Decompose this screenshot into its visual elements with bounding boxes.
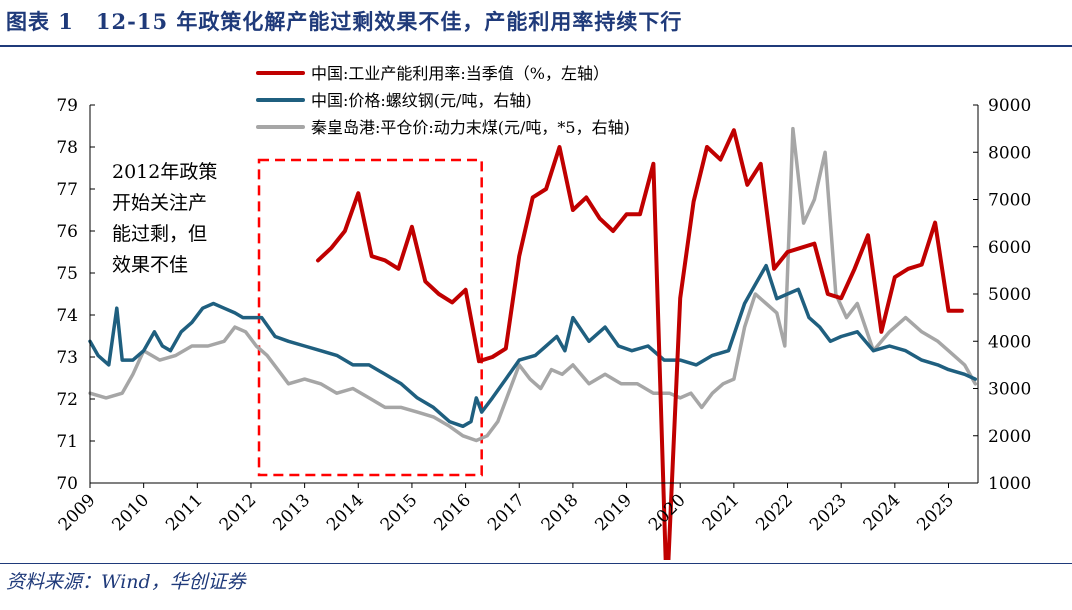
y-left-tick-label: 75 [56,264,78,284]
x-tick-label: 2015 [377,490,422,535]
y-left-tick-label: 76 [56,222,78,242]
legend-label-rebar: 中国:价格:螺纹钢(元/吨，右轴) [311,91,532,110]
y-left-tick-label: 77 [56,180,78,200]
y-right-tick-label: 3000 [988,380,1031,400]
x-tick-label: 2014 [323,490,368,535]
x-tick-label: 2025 [913,490,958,535]
x-tick-label: 2013 [269,490,314,535]
annotation-line-3: 能过剩，但 [112,223,207,245]
highlight-box [257,158,483,477]
annotation-line-4: 效果不佳 [112,254,188,276]
legend-label-capacity: 中国:工业产能利用率:当季值（%，左轴） [311,64,609,83]
x-tick-label: 2022 [752,490,797,535]
annotation-line-1: 2012年政策 [112,161,217,183]
y-left-tick-label: 79 [56,96,78,116]
series-line-rebar [88,263,978,429]
chart-title: 图表 1 12-15 年政策化解产能过剩效果不佳，产能利用率持续下行 [6,9,683,34]
x-tick-label: 2009 [55,490,100,535]
x-tick-label: 2018 [538,490,583,535]
legend: 中国:工业产能利用率:当季值（%，左轴） 中国:价格:螺纹钢(元/吨，右轴) 秦… [256,64,630,137]
y-right-tick-label: 6000 [988,238,1031,258]
x-tick-label: 2017 [484,490,529,535]
source-note: 资料来源：Wind，华创证券 [6,571,246,593]
y-left-tick-label: 71 [56,432,78,452]
y-right-tick-label: 4000 [988,332,1031,352]
y-right-tick-label: 1000 [988,474,1031,494]
title-rule [0,45,1072,47]
x-tick-label: 2020 [645,490,690,535]
y-left-tick-label: 72 [56,390,78,410]
y-left-tick-label: 74 [56,306,78,326]
x-tick-label: 2010 [108,490,153,535]
x-tick-label: 2019 [591,490,636,535]
series-line-capacity [316,128,964,560]
y-left-tick-label: 70 [56,474,78,494]
annotation-line-2: 开始关注产 [112,192,207,214]
y-right-tick-label: 2000 [988,427,1031,447]
source-rule [0,563,1072,564]
y-left-tick-label: 73 [56,348,78,368]
chart: 70 71 72 73 74 75 76 77 78 79 1000 2000 3000 4000 5000… [55,64,1031,560]
y-right-tick-label: 7000 [988,191,1031,211]
x-tick-label: 2016 [430,490,475,535]
x-tick-label: 2024 [860,490,905,535]
series-line-coal [88,126,978,443]
annotation: 2012年政策 开始关注产 能过剩，但 效果不佳 [112,161,217,276]
x-tick-label: 2021 [699,490,744,535]
y-right-tick-label: 5000 [988,285,1031,305]
y-right-tick-label: 9000 [988,96,1031,116]
x-tick-label: 2011 [162,490,207,535]
x-tick-label: 2023 [806,490,851,535]
legend-label-coal: 秦皇岛港:平仓价:动力末煤(元/吨，*5，右轴) [311,118,630,137]
y-left-tick-label: 78 [56,138,78,158]
x-tick-label: 2012 [216,490,261,535]
y-right-tick-label: 8000 [988,143,1031,163]
